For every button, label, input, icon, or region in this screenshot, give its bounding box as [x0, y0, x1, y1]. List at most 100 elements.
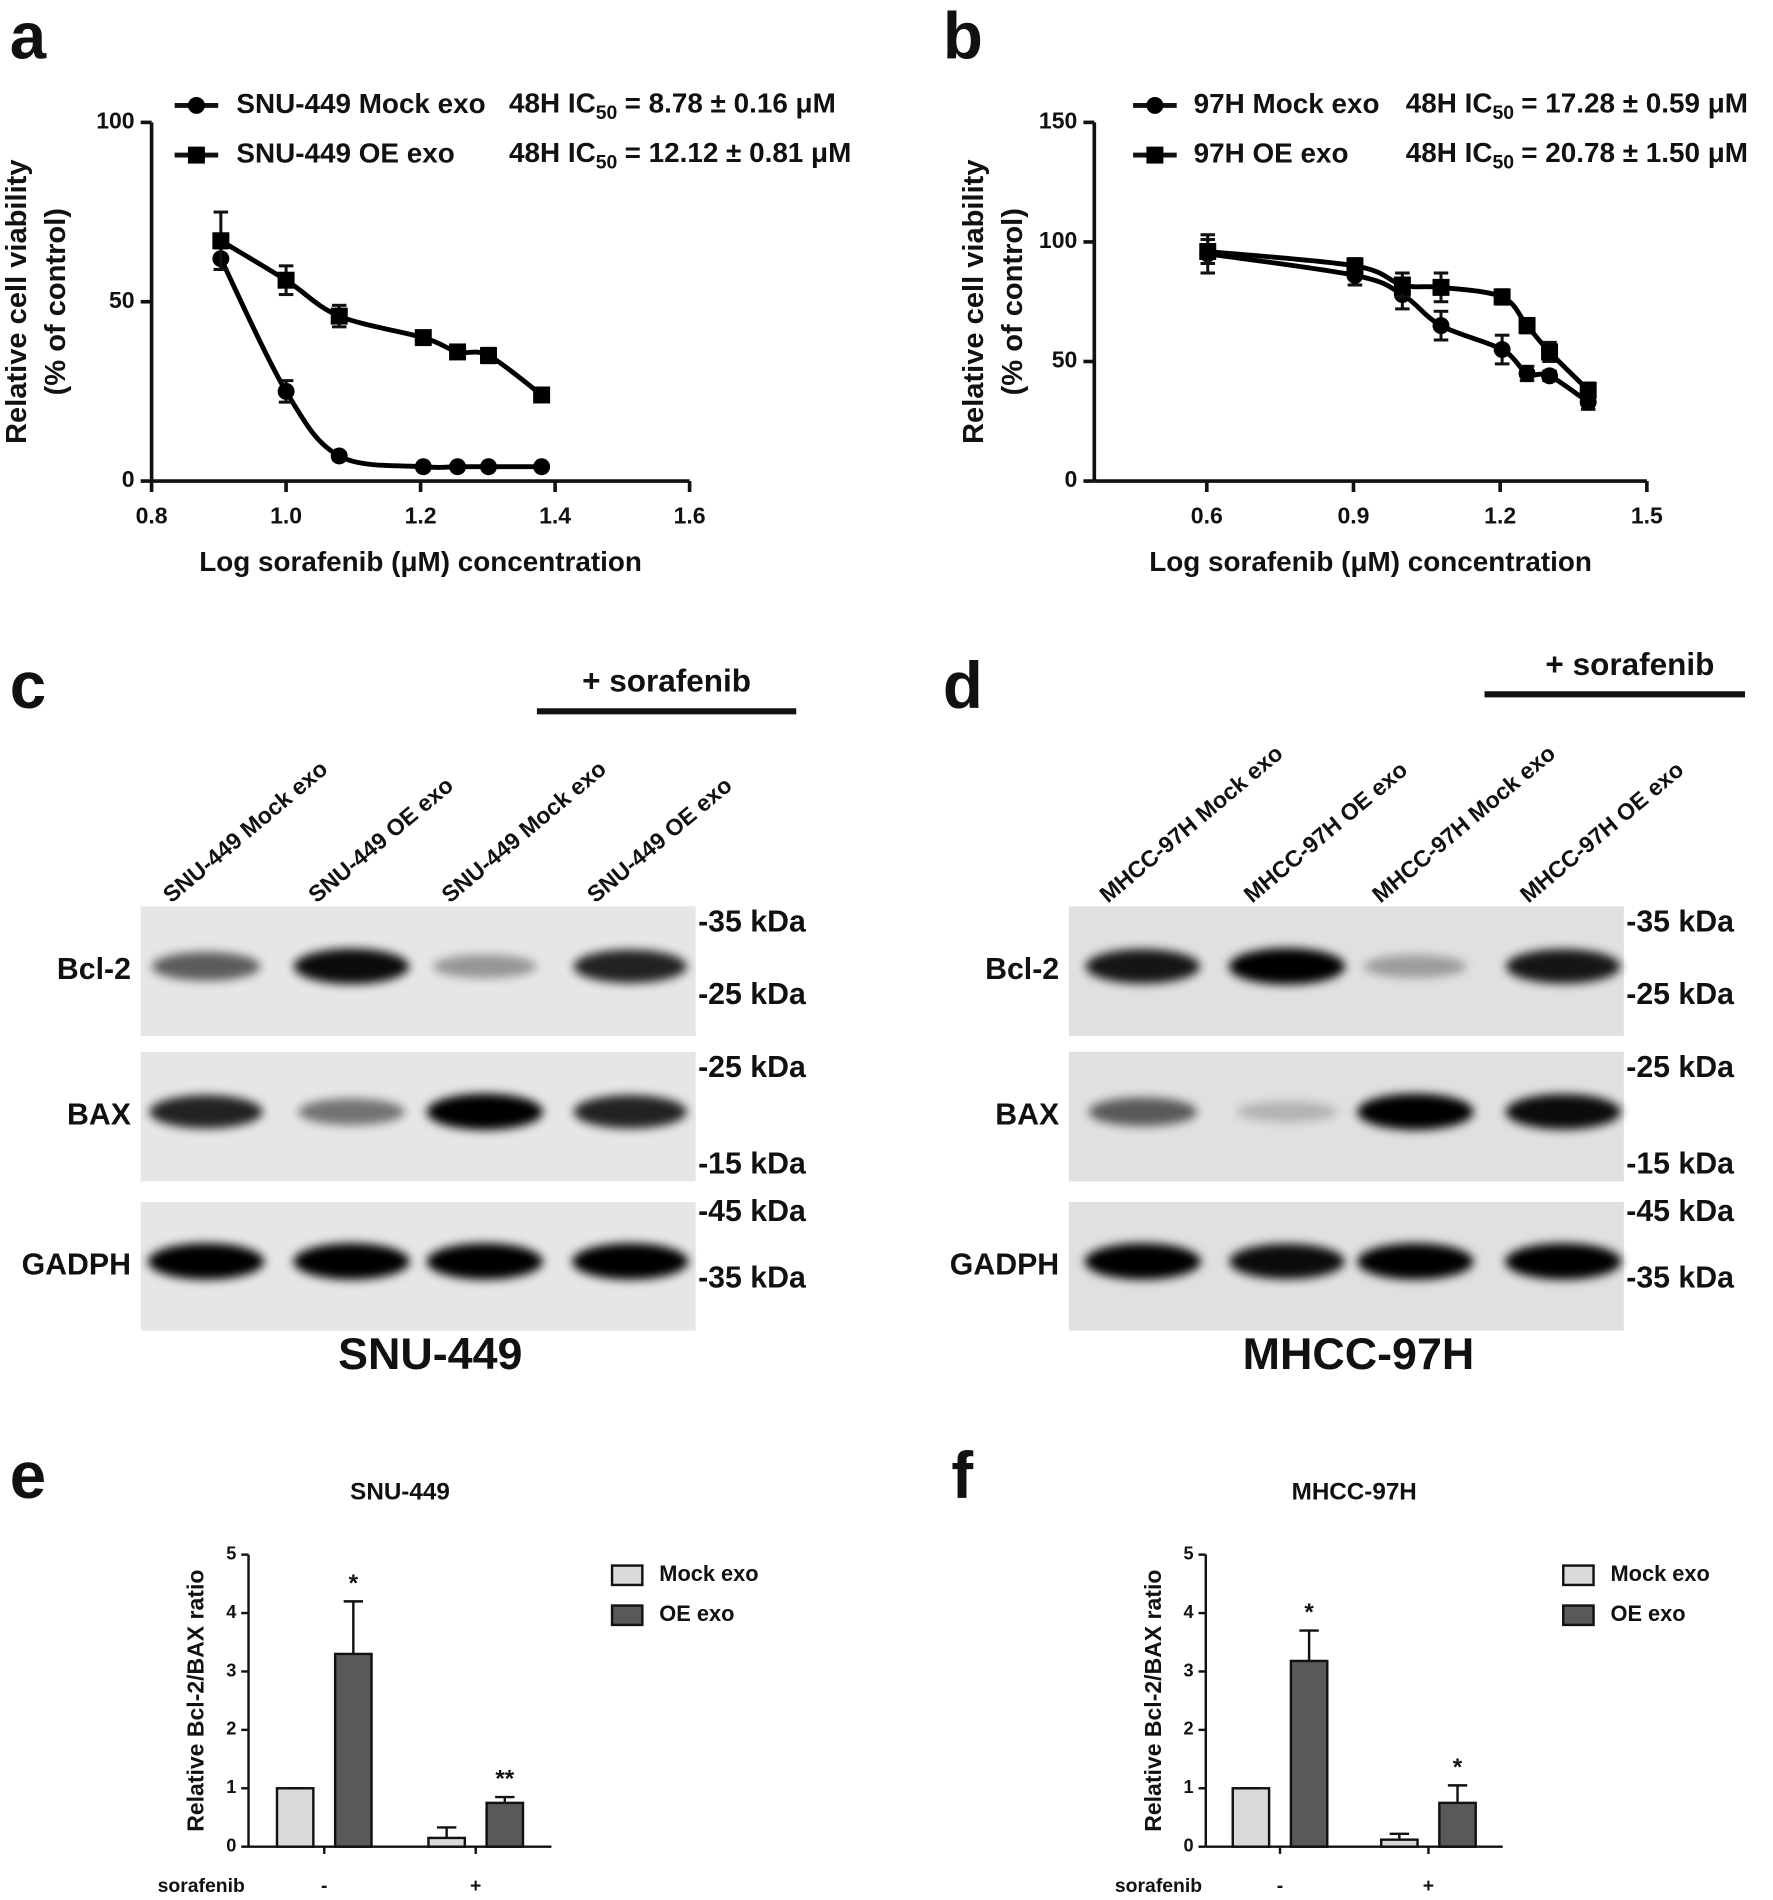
y-tick-label: 0 [226, 1835, 236, 1855]
blot-band [298, 1098, 405, 1126]
data-point [414, 458, 432, 476]
x-tick-label: + [470, 1875, 481, 1897]
legend-marker [1146, 96, 1164, 114]
y-tick-label: 3 [226, 1660, 236, 1680]
x-tick-label: 0.8 [136, 502, 168, 528]
legend-marker [187, 146, 205, 164]
ic50-prefix: 48H IC [1406, 137, 1493, 168]
blot-band [572, 1243, 689, 1280]
blot-band [151, 952, 261, 981]
treatment-label: + sorafenib [1545, 646, 1714, 682]
ic50-label: 48H IC50 = 17.28 ± 0.59 μM [1406, 88, 1748, 124]
y-tick-label: 50 [109, 287, 135, 313]
cell-line-label: MHCC-97H [1243, 1328, 1475, 1379]
y-tick-label: 4 [226, 1602, 236, 1622]
size-marker: -45 kDa [1626, 1195, 1735, 1228]
y-tick-label: 5 [226, 1543, 236, 1563]
data-point [1493, 288, 1511, 306]
data-point [1518, 364, 1536, 382]
row-label: GADPH [22, 1248, 131, 1281]
y-tick-label: 1 [226, 1777, 236, 1797]
row-label: BAX [67, 1099, 131, 1132]
blot-band [1088, 1097, 1198, 1127]
x-tick-label: 1.2 [405, 502, 437, 528]
legend-label: Mock exo [1611, 1561, 1710, 1586]
blot-band [293, 948, 410, 985]
legend-label: SNU-449 OE exo [236, 137, 454, 168]
ic50-suffix: = 17.28 ± 0.59 μM [1521, 88, 1748, 119]
y-axis-label: Relative Bcl-2/BAX ratio [1140, 1570, 1166, 1832]
y-tick-label: 100 [1039, 227, 1077, 253]
blot-band [1357, 1243, 1474, 1280]
size-marker: -25 kDa [698, 978, 807, 1011]
error-bar [1447, 1784, 1468, 1803]
blot-band [1505, 1243, 1622, 1280]
legend-label: OE exo [659, 1601, 734, 1626]
row-label: BAX [995, 1099, 1059, 1132]
legend-label: 97H Mock exo [1194, 88, 1380, 119]
blot-band [149, 1095, 263, 1129]
panel-label: f [951, 1439, 973, 1512]
legend-label: OE exo [1611, 1601, 1686, 1626]
treatment-label: + sorafenib [582, 663, 751, 699]
y-tick-label: 2 [226, 1719, 236, 1739]
blot-band [573, 1095, 687, 1129]
chart-title: MHCC-97H [1292, 1478, 1417, 1505]
size-marker: -35 kDa [698, 905, 807, 938]
size-marker: -35 kDa [698, 1262, 807, 1295]
ic50-subscript: 50 [596, 152, 618, 174]
x-tick-label: 1.6 [674, 502, 706, 528]
chart-title: SNU-449 [350, 1478, 450, 1505]
significance-label: * [1304, 1599, 1314, 1626]
data-point [1199, 243, 1217, 260]
bar [1289, 1659, 1329, 1848]
panel-label: a [10, 0, 47, 72]
data-point [330, 447, 348, 465]
y-tick-label: 3 [1184, 1660, 1194, 1680]
x-tick-label: 1.5 [1631, 502, 1663, 528]
x-tick-label: 0.9 [1337, 502, 1369, 528]
ic50-label: 48H IC50 = 8.78 ± 0.16 μM [509, 88, 836, 124]
x-tick-label: - [1277, 1875, 1283, 1897]
data-point [449, 458, 467, 476]
data-point [1579, 381, 1597, 399]
bar [1438, 1801, 1477, 1848]
ic50-suffix: = 8.78 ± 0.16 μM [625, 88, 836, 119]
size-marker: -25 kDa [1626, 1051, 1735, 1084]
legend-swatch [1562, 1604, 1595, 1627]
bar [1379, 1838, 1419, 1848]
ic50-suffix: = 12.12 ± 0.81 μM [625, 137, 852, 168]
size-marker: -35 kDa [1626, 905, 1735, 938]
legend-swatch [610, 1604, 644, 1627]
y-tick-label: 4 [1184, 1602, 1194, 1622]
y-tick-label: 150 [1039, 107, 1077, 133]
y-axis-label: Relative cell viability [1, 159, 33, 444]
row-label: Bcl-2 [57, 953, 131, 986]
blot-band [432, 954, 537, 979]
blot-band [293, 1243, 410, 1280]
significance-label: * [349, 1570, 359, 1597]
data-point [449, 343, 467, 361]
legend-label: SNU-449 Mock exo [236, 88, 485, 119]
data-point [1393, 276, 1411, 294]
legend-label: Mock exo [659, 1561, 758, 1586]
x-tick-label: 1.2 [1484, 502, 1516, 528]
x-axis-label: sorafenib [1115, 1875, 1202, 1897]
legend-marker [1146, 146, 1164, 164]
cell-line-label: SNU-449 [338, 1328, 522, 1379]
blot-band [426, 1243, 543, 1280]
x-tick-label: 0.6 [1191, 502, 1223, 528]
bar [333, 1652, 373, 1848]
panel-label: b [943, 0, 983, 72]
bar [1231, 1787, 1271, 1848]
y-tick-label: 0 [122, 466, 135, 492]
data-point [1518, 317, 1536, 335]
size-marker: -45 kDa [698, 1195, 807, 1228]
panel-label: c [10, 649, 46, 722]
error-bar [436, 1826, 457, 1838]
data-point [277, 271, 295, 289]
ic50-prefix: 48H IC [509, 88, 596, 119]
blot-band [1084, 1243, 1201, 1280]
y-axis-label: Relative Bcl-2/BAX ratio [183, 1570, 209, 1832]
y-axis-label: (% of control) [997, 208, 1029, 395]
